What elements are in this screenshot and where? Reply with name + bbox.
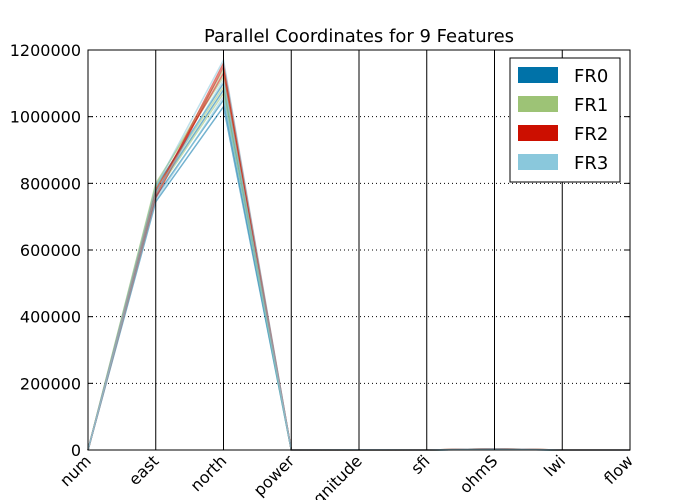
x-tick-label: east bbox=[125, 451, 163, 489]
legend-label-fr1: FR1 bbox=[574, 95, 608, 116]
x-tick-label: ohmS bbox=[456, 451, 502, 497]
y-tick-label: 400000 bbox=[20, 308, 81, 327]
legend-swatch-fr2 bbox=[518, 125, 558, 141]
legend-swatch-fr0 bbox=[518, 67, 558, 83]
y-tick-label: 800000 bbox=[20, 174, 81, 193]
x-tick-label: power bbox=[250, 451, 299, 500]
legend: FR0 FR1 FR2 FR3 bbox=[509, 57, 621, 183]
legend-label-fr3: FR3 bbox=[574, 153, 608, 174]
legend-swatch-fr3 bbox=[518, 154, 558, 170]
x-tick-label: magnitude bbox=[291, 451, 366, 500]
y-tick-label: 200000 bbox=[20, 374, 81, 393]
x-tick-label: num bbox=[56, 451, 95, 490]
legend-label-fr2: FR2 bbox=[574, 124, 608, 145]
y-tick-label: 600000 bbox=[20, 241, 81, 260]
y-tick-label: 0 bbox=[71, 441, 81, 460]
y-tick-label: 1200000 bbox=[10, 41, 81, 60]
y-tick-label: 1000000 bbox=[10, 108, 81, 127]
x-tick-label: sfi bbox=[407, 451, 433, 477]
legend-swatch-fr1 bbox=[518, 96, 558, 112]
x-tick-label: flow bbox=[600, 451, 637, 488]
chart-title: Parallel Coordinates for 9 Features bbox=[204, 26, 514, 47]
x-tick-label: north bbox=[187, 451, 231, 495]
x-tick-label: lwi bbox=[540, 451, 569, 480]
y-ticks: 0 200000 400000 600000 800000 1000000 1200000 bbox=[10, 41, 630, 460]
legend-label-fr0: FR0 bbox=[574, 66, 608, 87]
